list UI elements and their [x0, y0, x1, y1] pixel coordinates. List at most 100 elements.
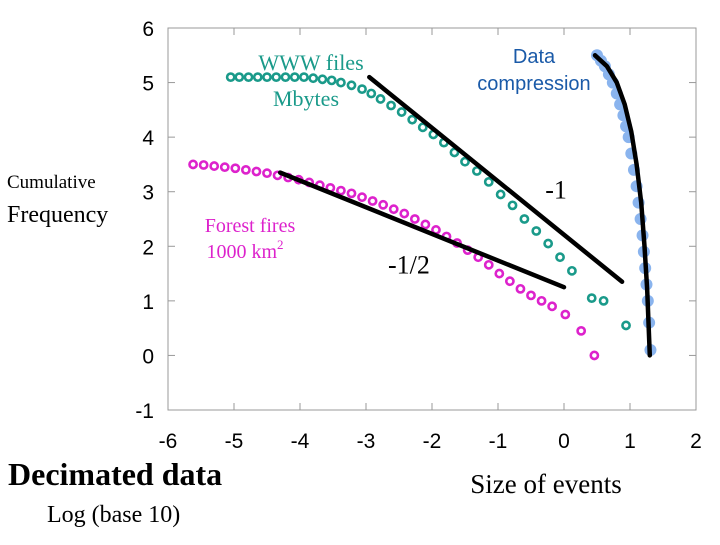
www-files-mbytes-point	[495, 189, 506, 200]
area-unit-superscript: 2	[277, 237, 284, 252]
forest-fires-1000-km2-point	[357, 192, 367, 203]
www-files-mbytes-point	[366, 88, 377, 99]
www-files-mbytes-point	[586, 293, 597, 304]
x-axis-label: Size of events	[470, 469, 621, 499]
forest-fires-1000-km2-point	[336, 185, 346, 196]
www-files-mbytes-point	[308, 73, 319, 84]
www-files-mbytes-point	[299, 72, 309, 83]
www-files-mbytes-point	[326, 75, 337, 86]
slope-minus-one-label: -1	[545, 175, 567, 204]
www-files-mbytes-point	[555, 252, 565, 263]
y-axis-label-frequency: Frequency	[7, 202, 108, 228]
www-files-mbytes-point	[483, 176, 494, 187]
forest-fires-1000-km2-point	[209, 161, 220, 171]
www-files-mbytes-point	[280, 72, 291, 83]
y-tick-label: 0	[142, 345, 154, 368]
forest-fires-1000-km2-point	[346, 188, 357, 199]
forest-fires-1000-km2-point	[576, 325, 587, 336]
forest-fires-1000-km2-point	[188, 159, 198, 170]
forest-fires-1000-km2-point	[251, 166, 262, 177]
forest-fires-1000-km2-point	[240, 164, 251, 175]
forest-fires-1000-km2-point	[367, 196, 378, 206]
compression-label: compression	[477, 73, 590, 95]
forest-fires-1000-km2-point	[388, 204, 399, 215]
x-tick-label: 1	[624, 430, 636, 453]
www-files-mbytes-point	[252, 72, 263, 83]
www-files-mbytes-point	[519, 214, 530, 224]
bottom-subtitle: Log (base 10)	[47, 502, 180, 528]
www-files-mbytes-point	[567, 265, 577, 276]
www-files-mbytes-point	[471, 166, 482, 176]
data-compression-fit-curve	[592, 53, 653, 358]
forest-fires-1000-km2-point	[515, 283, 526, 294]
forest-fires-label: Forest fires	[205, 215, 296, 237]
www-files-label: WWW files	[258, 50, 363, 75]
www-files-mbytes-point	[234, 72, 245, 83]
forest-fires-1000-km2-point	[409, 214, 420, 224]
www-files-mbytes-point	[317, 74, 328, 85]
mbytes-label: Mbytes	[273, 86, 339, 111]
x-tick-label: -5	[225, 430, 244, 453]
x-tick-label: -4	[291, 430, 310, 453]
www-files-mbytes-point	[507, 200, 518, 211]
forest-fires-1000-km2-point	[378, 199, 389, 210]
www-files-mbytes-point	[396, 107, 407, 117]
www-files-mbytes-point	[346, 80, 357, 91]
forest-fires-1000-km2-point	[560, 309, 571, 320]
forest-fires-1000-km2-point	[230, 163, 241, 174]
forest-fires-1000-km2-point	[589, 350, 600, 361]
x-tick-label: -2	[423, 430, 442, 453]
y-tick-label: 6	[142, 18, 154, 41]
axis-ticks	[167, 27, 697, 411]
slope-1-2-fit	[277, 170, 567, 290]
www-files-mbytes-point	[225, 72, 236, 83]
slope-1-fit	[367, 74, 625, 285]
area-unit-text: 1000 km	[206, 241, 277, 263]
www-files-mbytes-point	[262, 72, 272, 83]
x-tick-label: -1	[489, 430, 508, 453]
www-files-mbytes-point	[598, 295, 609, 306]
forest-fires-1000-km2-point	[494, 268, 505, 279]
x-tick-label: 0	[558, 430, 570, 453]
forest-fires-1000-km2-point	[536, 295, 547, 306]
y-tick-label: 4	[142, 127, 154, 150]
fit-lines	[277, 53, 653, 358]
www-files-mbytes-point	[417, 122, 428, 133]
y-tick-label: 2	[142, 236, 154, 259]
www-files-mbytes-point	[243, 72, 254, 83]
y-tick-label: 3	[142, 182, 154, 205]
www-files-mbytes-point	[336, 77, 346, 88]
x-tick-label: -6	[159, 430, 178, 453]
www-files-mbytes-point	[386, 100, 396, 111]
forest-fires-1000-km2-point	[399, 208, 410, 219]
forest-fires-1000-km2-point	[504, 276, 515, 287]
www-files-mbytes-point	[531, 226, 542, 236]
www-files-mbytes-point	[621, 320, 631, 331]
forest-fires-1000-km2-point	[547, 301, 558, 312]
y-tick-label: 1	[142, 291, 154, 314]
tick-labels: -1 0 1 2 3 4 5 6 -6 -5 -4 -3 -2 -1 0 1 2	[135, 18, 702, 453]
y-tick-label: -1	[135, 400, 154, 423]
area-unit-label: 1000 km2	[206, 237, 283, 263]
forest-fires-1000-km2-point	[262, 168, 272, 179]
forest-fires-1000-km2-point	[420, 219, 431, 230]
www-files-mbytes-point	[357, 84, 367, 95]
slope-minus-half-label: -1/2	[388, 251, 430, 280]
x-tick-label: 2	[690, 430, 702, 453]
data-points	[188, 49, 657, 361]
forest-fires-1000-km2-point	[526, 290, 536, 301]
www-files-mbytes-point	[289, 72, 300, 83]
forest-fires-1000-km2-point	[198, 160, 209, 170]
www-files-mbytes-point	[543, 238, 554, 249]
www-files-mbytes-point	[271, 72, 282, 83]
x-tick-label: -3	[357, 430, 376, 453]
www-files-mbytes-point	[407, 114, 418, 125]
www-files-mbytes-point	[460, 156, 470, 167]
data-label: Data	[513, 46, 556, 68]
y-axis-label-cumulative: Cumulative	[7, 172, 96, 193]
y-tick-label: 5	[142, 73, 154, 96]
www-files-mbytes-point	[375, 94, 386, 104]
forest-fires-1000-km2-point	[219, 162, 230, 173]
